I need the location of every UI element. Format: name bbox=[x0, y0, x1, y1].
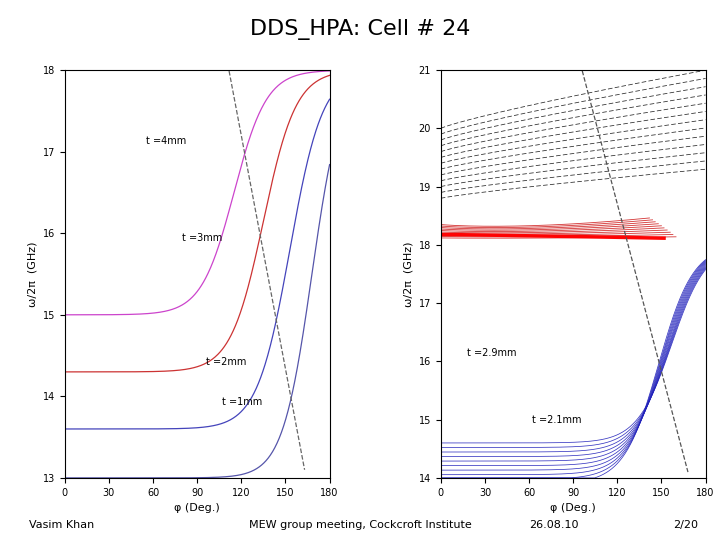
Text: DDS_HPA: Cell # 24: DDS_HPA: Cell # 24 bbox=[250, 19, 470, 40]
Text: t =2mm: t =2mm bbox=[206, 357, 246, 367]
Y-axis label: ω/2π  (GHz): ω/2π (GHz) bbox=[27, 241, 37, 307]
X-axis label: φ (Deg.): φ (Deg.) bbox=[174, 503, 220, 513]
Y-axis label: ω/2π  (GHz): ω/2π (GHz) bbox=[403, 241, 413, 307]
Text: 2/20: 2/20 bbox=[673, 520, 698, 530]
Text: t =4mm: t =4mm bbox=[145, 136, 186, 146]
Text: t =2.1mm: t =2.1mm bbox=[532, 415, 582, 424]
X-axis label: φ (Deg.): φ (Deg.) bbox=[550, 503, 596, 513]
Text: t =2.9mm: t =2.9mm bbox=[467, 348, 517, 357]
Text: 26.08.10: 26.08.10 bbox=[529, 520, 579, 530]
Text: Vasim Khan: Vasim Khan bbox=[29, 520, 94, 530]
Text: t =1mm: t =1mm bbox=[222, 396, 263, 407]
Text: MEW group meeting, Cockcroft Institute: MEW group meeting, Cockcroft Institute bbox=[248, 520, 472, 530]
Text: t =3mm: t =3mm bbox=[182, 233, 222, 244]
